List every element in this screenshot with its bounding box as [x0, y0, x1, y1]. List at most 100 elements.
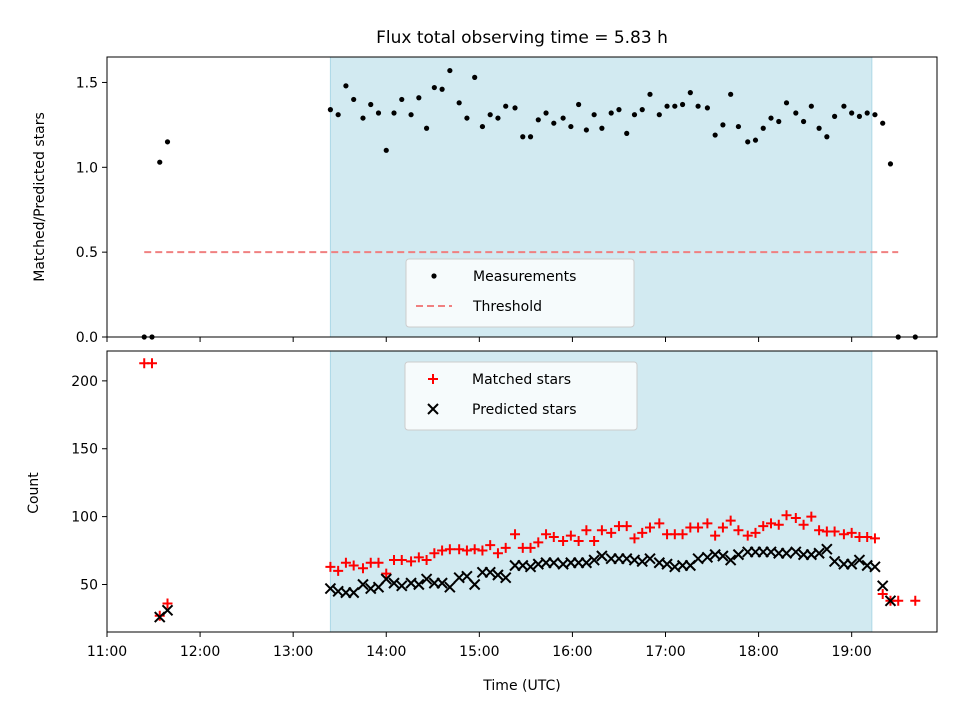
measurement-point — [472, 74, 478, 80]
predicted-stars-point — [413, 578, 425, 591]
measurement-point — [576, 101, 582, 108]
matched-stars-point — [677, 529, 688, 540]
predicted-stars-point — [588, 554, 600, 566]
matched-stars-point — [702, 518, 713, 529]
matched-stars-point — [742, 530, 753, 541]
measurement-point — [608, 110, 614, 116]
matched-stars-point — [461, 545, 472, 556]
matched-stars-point — [533, 537, 544, 548]
axes-frame — [106, 56, 938, 338]
measurement-point — [800, 118, 807, 125]
measurement-point — [735, 123, 742, 130]
measurement-point — [695, 103, 701, 109]
count-panel: 50 100 150 200 11:00 12:00 13:00 14:00 15:00 16:0… — [71, 350, 938, 660]
measurement-point — [647, 91, 653, 97]
measurement-point — [856, 113, 863, 119]
bottom-y-axis-label: Count — [26, 472, 42, 514]
x-tick-label: 12:00 — [180, 644, 220, 660]
matched-stars-point — [806, 511, 817, 522]
matched-stars-point — [596, 525, 607, 536]
measurement-point — [591, 112, 597, 118]
measurement-point — [816, 125, 822, 131]
chart-title: Flux total observing time = 5.83 h — [376, 28, 668, 48]
axes-frame — [106, 350, 938, 633]
matched-stars-point — [798, 519, 809, 530]
predicted-stars-point — [717, 550, 729, 562]
measurement-point — [164, 139, 171, 145]
predicted-stars-point — [420, 573, 433, 585]
y-tick-label: 1.0 — [76, 160, 98, 176]
matched-stars-point — [654, 518, 665, 529]
predicted-stars-point — [524, 561, 537, 573]
measurement-point — [832, 113, 838, 119]
matched-stars-point — [581, 525, 592, 536]
predicted-stars-point — [444, 581, 456, 593]
matched-stars-point — [485, 540, 496, 551]
measurement-point — [423, 125, 430, 131]
matched-stars-point — [869, 533, 880, 544]
x-tick-label: 17:00 — [645, 644, 685, 660]
predicted-stars-point — [813, 547, 825, 559]
measurement-point — [535, 117, 541, 123]
matched-stars-point — [644, 522, 655, 533]
matched-stars-point — [693, 522, 704, 533]
predicted-stars-point — [347, 586, 360, 599]
predicted-stars-point — [596, 550, 608, 562]
measurement-point — [439, 86, 445, 92]
measurement-point — [503, 103, 509, 109]
matched-stars-point — [406, 556, 417, 567]
matched-stars-point — [846, 527, 857, 538]
measurement-point — [808, 103, 814, 109]
predicted-stars-point — [692, 552, 704, 565]
measurement-point — [447, 67, 453, 74]
legend-box — [405, 258, 635, 328]
measurement-point — [776, 118, 782, 125]
x-tick-label: 14:00 — [366, 644, 406, 660]
predicted-stars-point — [884, 595, 897, 607]
predicted-stars-point — [869, 561, 881, 573]
measurement-point — [849, 110, 855, 116]
matched-stars-point — [413, 552, 424, 563]
measurement-point — [495, 115, 501, 121]
measurement-point — [687, 90, 693, 96]
x-tick-label: 19:00 — [831, 644, 871, 660]
matched-stars-point — [381, 568, 392, 579]
matched-stars-point — [637, 527, 648, 538]
matched-stars-point — [340, 557, 351, 568]
predicted-stars-point — [780, 547, 793, 559]
predicted-stars-point — [396, 580, 408, 592]
legend-label: Measurements — [473, 269, 576, 285]
measurement-point — [704, 105, 710, 111]
measurement-point — [543, 110, 549, 116]
measurement-point — [872, 112, 878, 118]
measurement-point — [351, 96, 357, 103]
matched-stars-point — [510, 529, 521, 540]
measurement-point — [624, 130, 630, 136]
measurement-point — [408, 112, 414, 118]
measurement-point — [527, 134, 534, 140]
measurement-point — [391, 110, 397, 116]
matched-stars-point — [565, 530, 576, 541]
matched-stars-point — [348, 560, 359, 571]
matched-stars-point — [838, 529, 849, 540]
matched-stars-point — [589, 536, 600, 547]
matched-stars-point — [893, 595, 904, 606]
measurement-point — [864, 110, 870, 116]
y-tick-label: 1.5 — [76, 75, 98, 91]
x-axis-label: Time (UTC) — [482, 678, 560, 694]
measurement-point — [712, 132, 718, 138]
matched-stars-point — [357, 563, 368, 574]
y-tick-label: 50 — [80, 577, 98, 593]
predicted-stars-point — [161, 604, 174, 616]
y-tick-label: 0.5 — [76, 245, 98, 261]
measurement-point — [760, 125, 766, 131]
matched-stars-point — [541, 529, 552, 540]
x-tick-label: 18:00 — [738, 644, 778, 660]
measurement-point — [752, 137, 759, 143]
matched-stars-point — [877, 588, 888, 599]
matched-stars-point — [421, 555, 432, 566]
measurement-point — [512, 105, 518, 111]
measurement-point — [745, 139, 751, 145]
matched-stars-point — [829, 526, 840, 537]
